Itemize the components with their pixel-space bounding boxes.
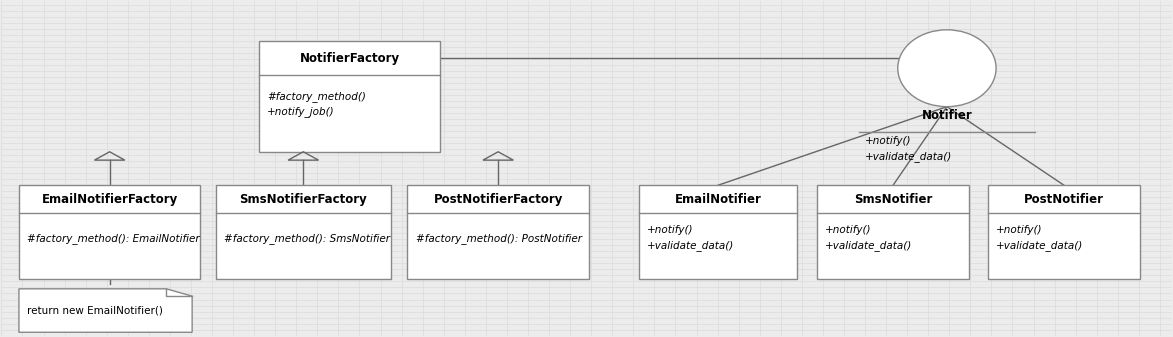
- Bar: [639, 185, 798, 279]
- Bar: [259, 41, 440, 152]
- Text: #factory_method(): EmailNotifier: #factory_method(): EmailNotifier: [27, 233, 199, 244]
- Bar: [818, 185, 969, 279]
- Text: EmailNotifierFactory: EmailNotifierFactory: [41, 193, 178, 206]
- Text: SmsNotifierFactory: SmsNotifierFactory: [239, 193, 367, 206]
- Ellipse shape: [897, 30, 996, 107]
- Bar: [19, 185, 201, 279]
- Text: +notify()
+validate_data(): +notify() +validate_data(): [996, 225, 1084, 251]
- Text: PostNotifier: PostNotifier: [1024, 193, 1104, 206]
- Text: Notifier: Notifier: [922, 109, 972, 122]
- Bar: [216, 185, 391, 279]
- Polygon shape: [19, 289, 192, 332]
- Bar: [407, 185, 589, 279]
- Text: EmailNotifier: EmailNotifier: [674, 193, 761, 206]
- Text: SmsNotifier: SmsNotifier: [854, 193, 933, 206]
- Text: #factory_method(): PostNotifier: #factory_method(): PostNotifier: [415, 233, 582, 244]
- Text: +notify()
+validate_data(): +notify() +validate_data(): [826, 225, 913, 251]
- Bar: [988, 185, 1140, 279]
- Text: #factory_method(): SmsNotifier: #factory_method(): SmsNotifier: [224, 233, 389, 244]
- Text: #factory_method()
+notify_job(): #factory_method() +notify_job(): [267, 91, 366, 117]
- Text: return new EmailNotifier(): return new EmailNotifier(): [27, 306, 163, 315]
- Text: PostNotifierFactory: PostNotifierFactory: [434, 193, 563, 206]
- Text: +notify()
+validate_data(): +notify() +validate_data(): [647, 225, 734, 251]
- Text: +notify()
+validate_data(): +notify() +validate_data(): [865, 136, 952, 162]
- Text: NotifierFactory: NotifierFactory: [299, 52, 400, 65]
